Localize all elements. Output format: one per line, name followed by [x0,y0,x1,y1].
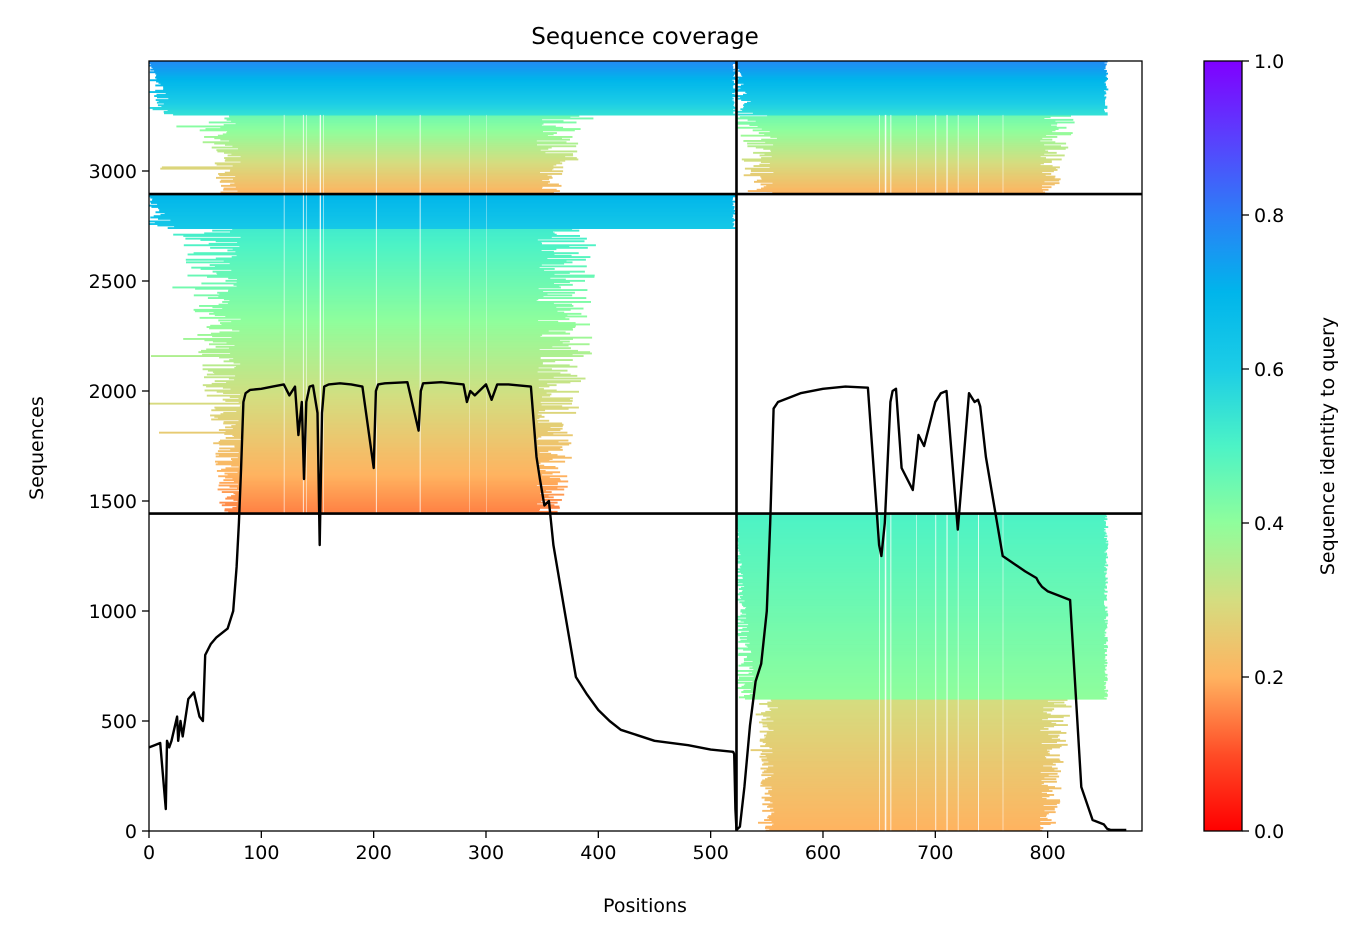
y-tick-label: 1000 [89,601,137,623]
x-tick-label: 300 [468,842,504,864]
colorbar-tick-label: 0.4 [1254,513,1284,535]
x-axis: 0 100 200 300 400 500 600 700 800 [143,831,1066,864]
chart-title: Sequence coverage [531,24,759,50]
gap-column [890,115,891,831]
y-axis: 0 500 1000 1500 2000 2500 3000 [89,161,149,843]
gap-column [879,115,880,831]
y-tick-label: 1500 [89,491,137,513]
msa-block-2 [149,194,736,514]
gap-column [306,115,307,514]
colorbar-tick-label: 0.0 [1254,821,1284,843]
x-tick-label: 400 [580,842,616,864]
y-tick-label: 2000 [89,381,137,403]
gap-column [323,115,324,514]
gap-column [958,115,959,831]
y-tick-label: 500 [101,711,137,733]
x-tick-label: 100 [243,842,279,864]
x-axis-label: Positions [603,895,687,917]
colorbar: 0.0 0.2 0.4 0.6 0.8 1.0 Sequence identity to … [1204,51,1339,843]
gap-column [947,115,948,831]
x-tick-label: 0 [143,842,155,864]
gap-column [284,115,285,514]
colorbar-tick-label: 0.8 [1254,205,1284,227]
y-tick-label: 0 [125,821,137,843]
colorbar-tick-label: 0.2 [1254,667,1284,689]
colorbar-tick-label: 1.0 [1254,51,1284,73]
x-tick-label: 700 [917,842,953,864]
colorbar-tick-label: 0.6 [1254,359,1284,381]
y-tick-label: 2500 [89,271,137,293]
gap-column [916,115,917,831]
msa-block-3 [737,513,1109,832]
gap-column [1003,115,1004,831]
x-tick-label: 600 [805,842,841,864]
gap-column [420,115,421,514]
gap-column [978,115,979,831]
colorbar-gradient [1204,61,1242,831]
msa-block-1 [737,61,1109,195]
gap-column [376,115,377,514]
x-tick-label: 800 [1030,842,1066,864]
colorbar-ticks: 0.0 0.2 0.4 0.6 0.8 1.0 [1242,51,1284,843]
x-tick-label: 500 [693,842,729,864]
gap-column [935,115,936,831]
y-tick-label: 3000 [89,161,137,183]
x-tick-label: 200 [356,842,392,864]
msa-block-0 [149,61,736,195]
y-axis-label: Sequences [26,396,48,500]
colorbar-label: Sequence identity to query [1317,317,1339,575]
